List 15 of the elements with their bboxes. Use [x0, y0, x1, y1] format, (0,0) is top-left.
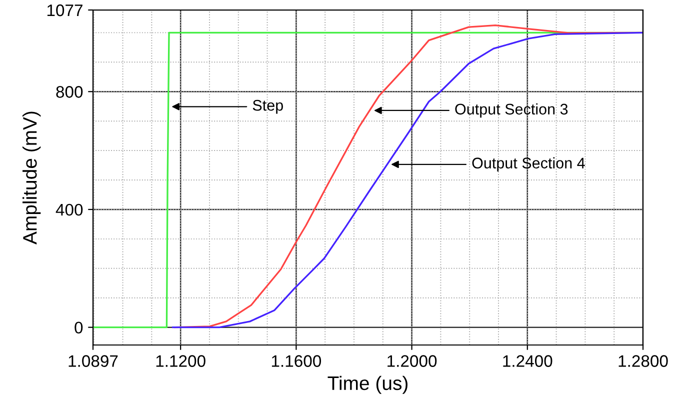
x-tick-label: 1.0897: [68, 355, 118, 367]
x-tick-label: 1.1200: [156, 355, 206, 367]
x-tick-label: 1.2800: [618, 355, 668, 367]
y-axis-title: Amplitude (mV): [22, 112, 41, 244]
y-tick-label: 0: [74, 322, 83, 334]
y-tick-label: 400: [56, 204, 83, 216]
y-tick-label: 1077: [47, 4, 82, 16]
x-tick-label: 1.1600: [272, 355, 322, 367]
x-tick-label: 1.2000: [388, 355, 437, 367]
annotation: Step: [252, 100, 283, 114]
x-tick-label: 1.2400: [503, 355, 552, 367]
annotation: Output Section 3: [455, 103, 568, 118]
x-axis-title: Time (us): [328, 376, 408, 394]
annotation: Output Section 4: [472, 157, 585, 172]
y-tick-label: 800: [56, 86, 83, 98]
